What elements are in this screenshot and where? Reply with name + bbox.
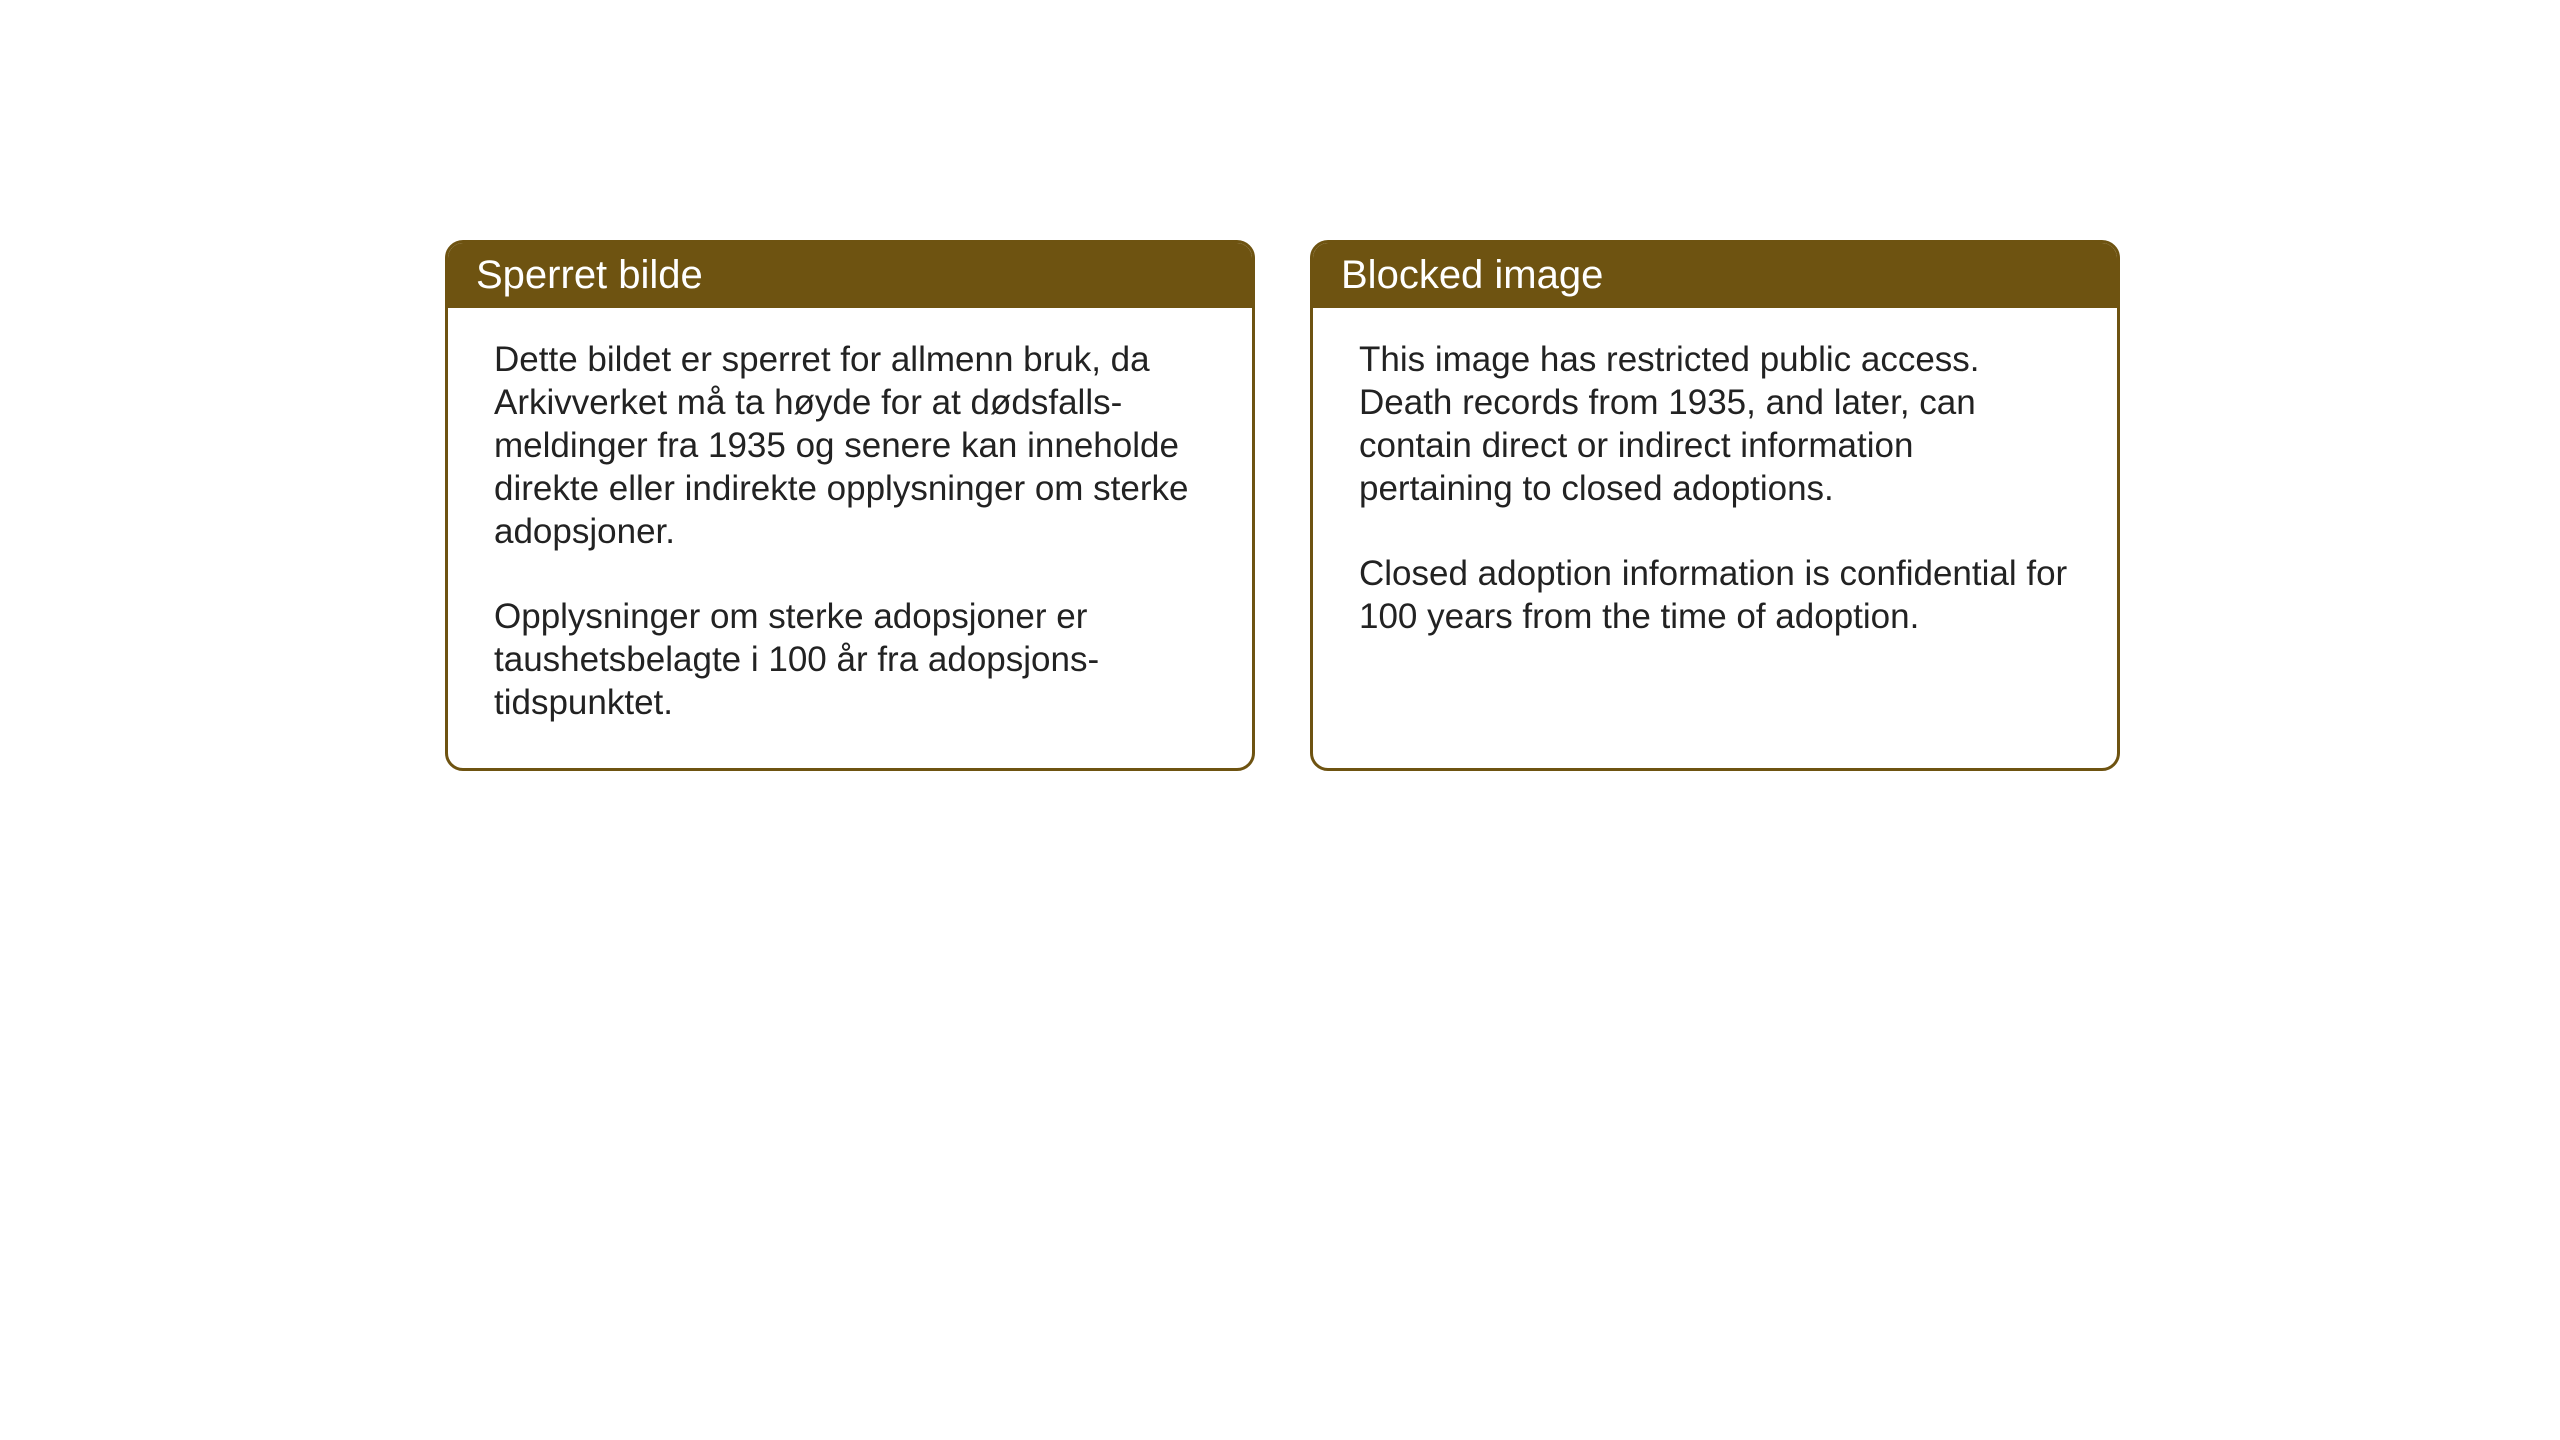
- card-header-english: Blocked image: [1313, 243, 2117, 308]
- paragraph-1-norwegian: Dette bildet er sperret for allmenn bruk…: [494, 338, 1206, 553]
- notice-cards-container: Sperret bilde Dette bildet er sperret fo…: [445, 240, 2120, 771]
- card-body-norwegian: Dette bildet er sperret for allmenn bruk…: [448, 308, 1252, 768]
- paragraph-2-english: Closed adoption information is confident…: [1359, 552, 2071, 638]
- card-body-english: This image has restricted public access.…: [1313, 308, 2117, 682]
- notice-card-norwegian: Sperret bilde Dette bildet er sperret fo…: [445, 240, 1255, 771]
- card-header-norwegian: Sperret bilde: [448, 243, 1252, 308]
- paragraph-1-english: This image has restricted public access.…: [1359, 338, 2071, 510]
- notice-card-english: Blocked image This image has restricted …: [1310, 240, 2120, 771]
- paragraph-2-norwegian: Opplysninger om sterke adopsjoner er tau…: [494, 595, 1206, 724]
